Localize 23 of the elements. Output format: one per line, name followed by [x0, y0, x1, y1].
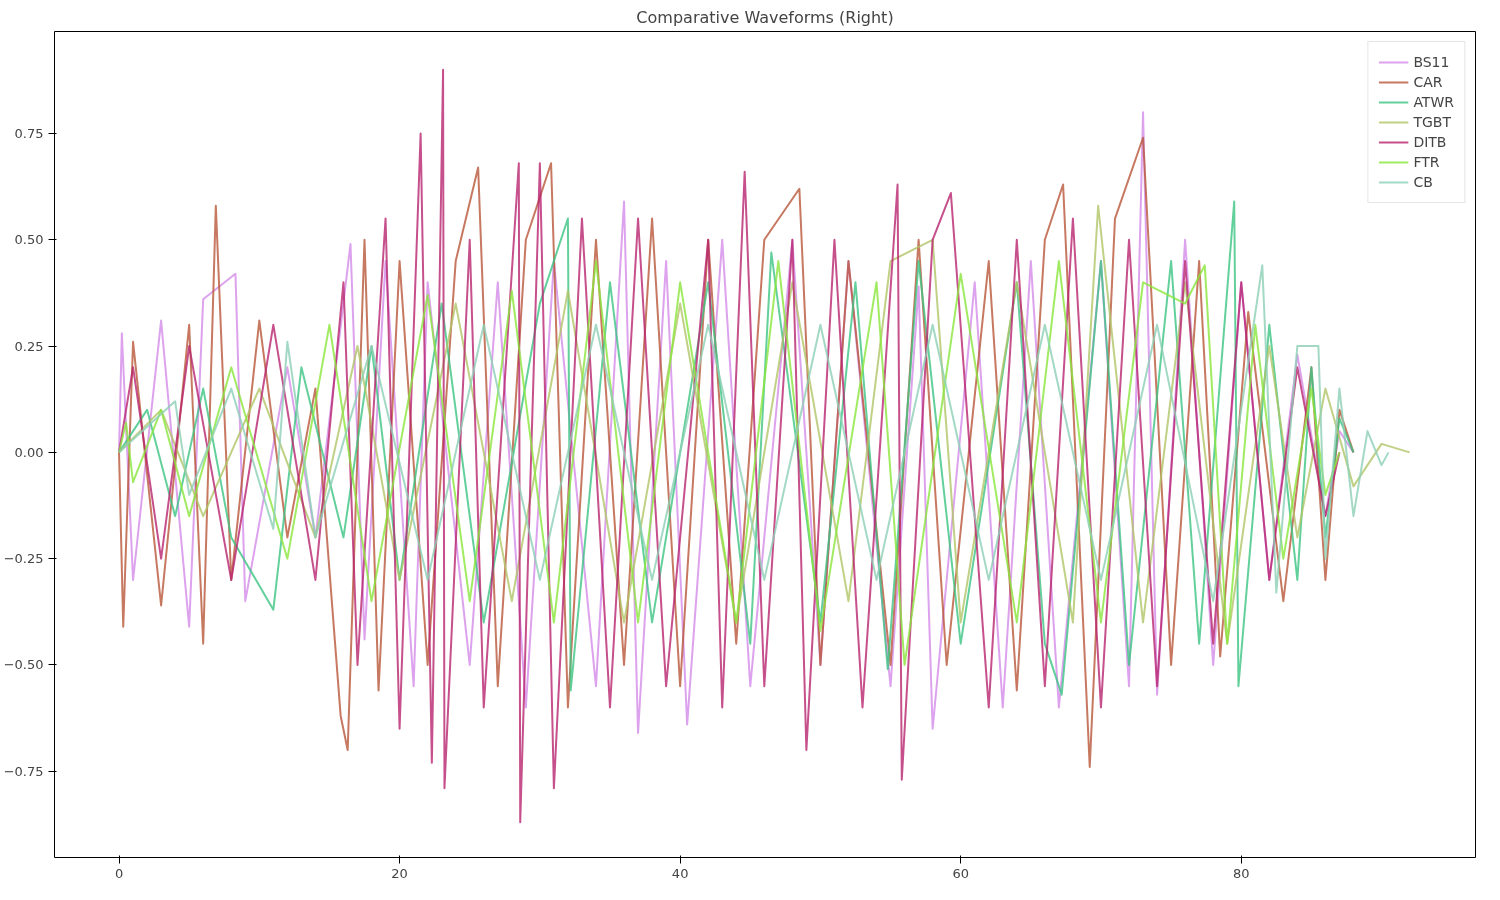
y-tick-label: −0.25 [3, 551, 44, 567]
y-tick-label: 0.50 [14, 232, 44, 248]
y-tick-label: 0.25 [14, 338, 44, 354]
y-tick-label: −0.75 [3, 763, 44, 779]
line-series [118, 260, 1341, 666]
legend-label: CB [1413, 174, 1434, 190]
x-tick-label: 40 [671, 865, 689, 881]
legend-label: DITB [1413, 134, 1447, 150]
y-tick-label: −0.50 [3, 657, 44, 673]
x-tick-label: 20 [391, 865, 408, 881]
legend-label: FTR [1413, 154, 1440, 170]
line-series [118, 264, 1390, 603]
y-tick-label: 0.00 [14, 444, 44, 460]
legend-label: BS11 [1413, 54, 1450, 70]
x-tick-label: 60 [952, 865, 969, 881]
x-tick-label: 0 [114, 865, 124, 881]
chart-title: Comparative Waveforms (Right) [636, 7, 894, 27]
legend-label: CAR [1413, 74, 1443, 90]
y-tick-label: 0.75 [14, 126, 44, 142]
legend-label: ATWR [1413, 94, 1454, 110]
line-series [118, 68, 1341, 824]
legend-label: TGBT [1413, 114, 1451, 130]
x-tick-label: 80 [1232, 865, 1250, 881]
